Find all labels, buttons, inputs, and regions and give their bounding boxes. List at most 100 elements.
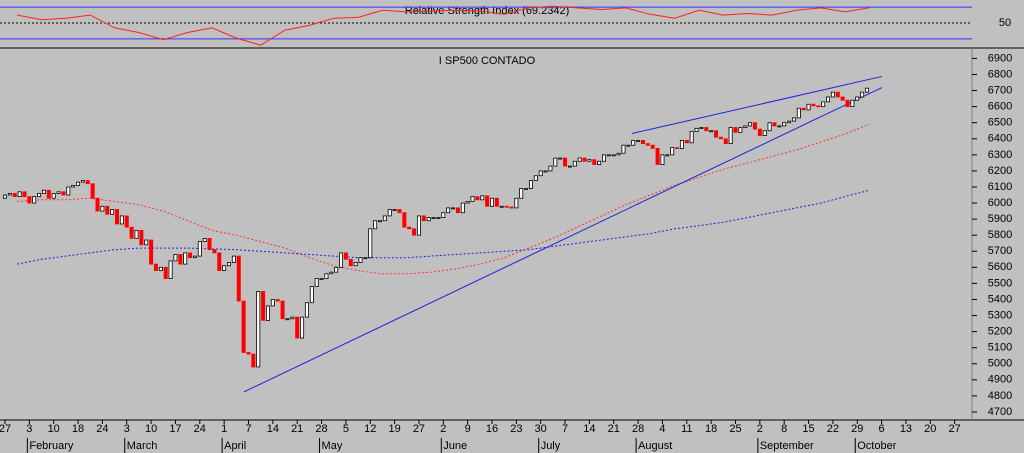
candle	[582, 157, 587, 162]
candle	[222, 265, 227, 271]
candle	[139, 229, 144, 246]
x-tick-label: 1	[221, 423, 227, 435]
candle	[650, 144, 655, 149]
candle	[261, 291, 266, 321]
candle	[577, 157, 582, 162]
candle	[192, 255, 197, 259]
candle	[197, 241, 202, 257]
candle	[451, 207, 456, 210]
x-tick-label: 24	[96, 423, 108, 435]
candle	[426, 217, 431, 222]
candle	[51, 193, 56, 199]
candle	[17, 191, 22, 198]
candle	[655, 148, 660, 165]
candle	[183, 252, 188, 265]
candle	[334, 266, 339, 273]
candle	[455, 207, 460, 214]
month-label: September	[760, 440, 814, 452]
candle	[358, 257, 363, 263]
candle	[684, 139, 689, 144]
x-tick-label: 10	[145, 423, 157, 435]
candle	[178, 254, 183, 265]
candle	[694, 127, 699, 132]
x-tick-label: 7	[562, 423, 568, 435]
candle	[343, 252, 348, 260]
candle	[348, 258, 353, 267]
candle	[587, 159, 592, 162]
candle	[416, 215, 421, 236]
candle	[689, 131, 694, 144]
candle	[465, 201, 470, 204]
x-tick-label: 19	[388, 423, 400, 435]
x-tick-label: 27	[0, 423, 11, 435]
month-label: June	[443, 440, 467, 452]
rsi-tick-label: 50	[999, 17, 1011, 29]
x-tick-label: 29	[851, 423, 863, 435]
candle	[718, 136, 723, 140]
candle	[7, 193, 12, 196]
candle	[660, 154, 665, 165]
y-tick-label: 6300	[988, 149, 1012, 161]
candle	[304, 302, 309, 318]
candle	[290, 316, 295, 320]
candle	[265, 305, 270, 321]
y-tick-label: 6900	[988, 52, 1012, 64]
x-tick-label: 18	[705, 423, 717, 435]
candle	[80, 180, 85, 183]
candle	[558, 157, 563, 160]
candle	[319, 278, 324, 280]
candle	[777, 125, 782, 128]
x-tick-label: 20	[924, 423, 936, 435]
candle	[129, 226, 134, 239]
candle	[158, 266, 163, 271]
x-tick-label: 11	[681, 423, 692, 435]
x-tick-label: 4	[659, 423, 665, 435]
trend-line	[631, 75, 883, 134]
candle	[402, 212, 407, 228]
candle	[314, 278, 319, 288]
candle	[76, 181, 81, 186]
candle	[300, 316, 305, 339]
candle	[202, 238, 207, 243]
candle	[373, 220, 378, 230]
candle	[163, 266, 168, 279]
candle	[329, 271, 334, 275]
candle	[207, 238, 212, 251]
x-tick-label: 30	[535, 423, 547, 435]
x-tick-label: 14	[267, 423, 279, 435]
y-tick-label: 5100	[988, 342, 1012, 354]
y-tick-label: 5400	[988, 293, 1012, 305]
month-label: July	[541, 440, 561, 452]
candle	[767, 122, 772, 132]
candle	[236, 255, 241, 302]
candle	[71, 184, 76, 188]
x-tick-label: 23	[510, 423, 522, 435]
candle	[12, 193, 17, 198]
candle	[821, 101, 826, 108]
candle	[553, 157, 558, 167]
y-tick-label: 5700	[988, 245, 1012, 257]
y-tick-label: 6000	[988, 197, 1012, 209]
candle	[431, 217, 436, 219]
x-tick-label: 15	[802, 423, 814, 435]
candle	[640, 139, 645, 144]
candle	[41, 189, 46, 194]
candle	[270, 299, 275, 307]
candle	[791, 117, 796, 122]
candle	[485, 195, 490, 207]
candle	[782, 122, 787, 127]
month-label: October	[857, 440, 896, 452]
candle	[538, 170, 543, 177]
month-label: May	[322, 440, 343, 452]
x-tick-label: 21	[291, 423, 303, 435]
x-tick-label: 8	[781, 423, 787, 435]
candle	[227, 262, 232, 267]
candle	[704, 127, 709, 132]
candle	[3, 194, 8, 199]
candle	[864, 87, 869, 93]
candle	[397, 209, 402, 214]
candle	[95, 197, 100, 212]
candle	[855, 96, 860, 101]
candle	[811, 103, 816, 107]
candle	[830, 91, 835, 98]
